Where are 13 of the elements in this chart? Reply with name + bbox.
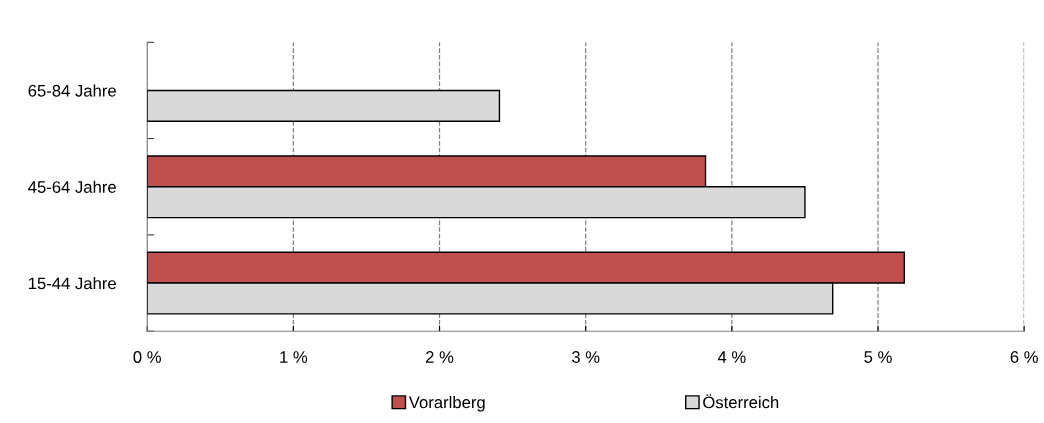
- x-tick-label: 0 %: [133, 351, 161, 363]
- x-tick-label: 3 %: [571, 351, 600, 363]
- x-tick-label: 1 %: [280, 351, 308, 363]
- y-tick-label: 65-84 Jahre: [28, 84, 116, 97]
- legend-label: Österreich: [703, 394, 779, 409]
- x-tick-label: 5 %: [864, 351, 892, 363]
- x-tick-label: 4 %: [717, 351, 746, 363]
- x-tick-label: 2 %: [426, 351, 454, 363]
- bar: [147, 89, 501, 122]
- legend-label: Vorarlberg: [408, 396, 485, 412]
- y-tick-label: 45-64 Jahre: [28, 180, 116, 193]
- x-tick-label: 6 %: [1010, 351, 1038, 363]
- y-tick-label: 15-44 Jahre: [28, 277, 116, 290]
